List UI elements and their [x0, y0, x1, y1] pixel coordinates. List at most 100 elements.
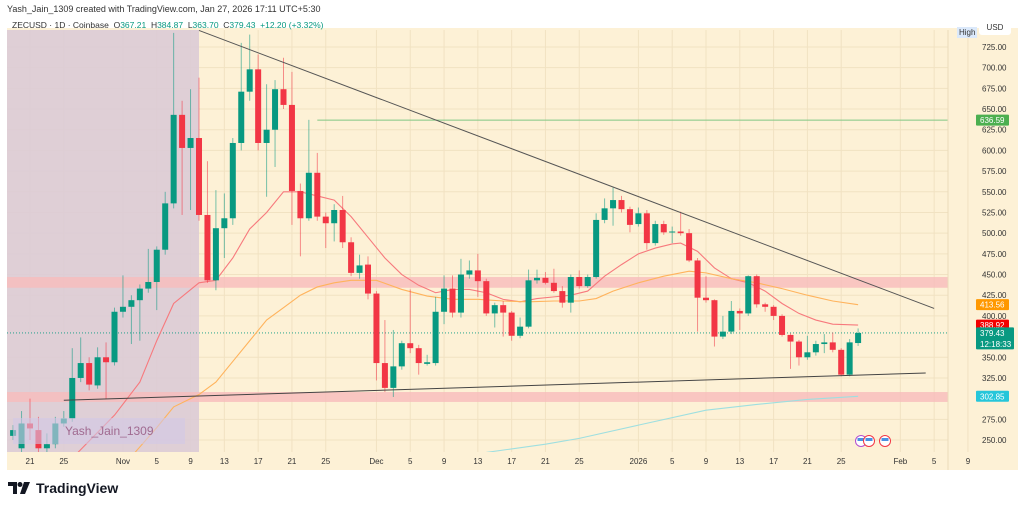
candle [153, 246, 160, 311]
brand-name: TradingView [36, 480, 119, 496]
candle-body [593, 219, 600, 278]
time-axis-label: 17 [254, 457, 263, 466]
price-label-badge [976, 299, 1009, 311]
candle [753, 274, 760, 308]
candle [770, 305, 777, 321]
candle-body [559, 291, 566, 303]
candle-body [162, 203, 169, 250]
price-axis-label: 450.00 [982, 271, 1007, 280]
time-axis-label: Nov [116, 457, 130, 466]
candle [272, 80, 279, 167]
candle-body [652, 224, 659, 244]
price-axis-label: 500.00 [982, 229, 1007, 238]
time-axis-label: Feb [893, 457, 907, 466]
candle [94, 347, 101, 389]
candle [314, 152, 321, 221]
candle-body [686, 233, 693, 261]
candle [305, 119, 312, 221]
time-axis-label: 13 [735, 457, 744, 466]
currency-button[interactable]: USD [979, 20, 1011, 35]
candle-body [111, 311, 118, 363]
candle-body [728, 310, 735, 332]
candle-body [753, 276, 760, 305]
candle-body [779, 315, 786, 335]
candle [635, 207, 642, 227]
time-axis-label: 17 [769, 457, 778, 466]
time-axis-label: 5 [932, 457, 937, 466]
low-value: 363.70 [192, 20, 219, 30]
candle-body [711, 300, 718, 337]
candle [407, 289, 414, 354]
candle [474, 253, 481, 297]
time-axis-label: 25 [837, 457, 846, 466]
candle-body [69, 377, 76, 419]
price-label-text: 413.56 [980, 301, 1005, 310]
flag-icon [865, 438, 873, 441]
candle-body [255, 69, 262, 143]
candle-body [795, 341, 802, 358]
price-axis-label: 475.00 [982, 250, 1007, 259]
candle-body [517, 326, 524, 336]
tradingview-logo[interactable]: TradingView [8, 480, 118, 496]
price-label-badge [976, 390, 1009, 402]
candle [618, 195, 625, 213]
candle-body [136, 288, 143, 301]
open-label: O [113, 20, 121, 30]
price-axis-label: 700.00 [982, 64, 1007, 73]
candle [584, 274, 591, 288]
candle [255, 54, 262, 151]
candle [238, 42, 245, 151]
price-axis-label: 350.00 [982, 353, 1007, 362]
candle-body [212, 228, 219, 281]
trendline [198, 29, 935, 309]
time-axis-label: 21 [541, 457, 550, 466]
candle [652, 220, 659, 246]
symbol-info: ZECUSD · 1D · Coinbase [12, 20, 109, 30]
price-axis-label: 275.00 [982, 415, 1007, 424]
candle-body [415, 348, 422, 364]
candle-body [128, 300, 135, 307]
candle [457, 258, 464, 318]
time-axis-label: 21 [287, 457, 296, 466]
time-axis-label: 2026 [630, 457, 648, 466]
candle-body [246, 69, 253, 92]
price-label-text: 388.92 [980, 321, 1005, 330]
candle [593, 213, 600, 279]
candle [534, 269, 540, 284]
candle [86, 357, 93, 391]
candle [162, 191, 169, 255]
candle [221, 193, 228, 258]
candle [821, 334, 828, 354]
candle [119, 275, 126, 318]
candle [626, 206, 633, 233]
candle [601, 198, 608, 224]
candle-body [170, 114, 177, 204]
candle-body [373, 293, 380, 364]
candle [779, 314, 786, 337]
candle-body [77, 363, 84, 378]
price-label-text: 379.43 [980, 329, 1005, 338]
candle [736, 308, 743, 330]
candle-body [584, 277, 591, 287]
price-axis-label: 325.00 [982, 374, 1007, 383]
candle-body [288, 104, 295, 191]
candle-body [745, 276, 752, 314]
price-axis-label: 425.00 [982, 291, 1007, 300]
price-chart[interactable]: 21 25 Nov 5 9 13 17 21 25 Dec 5 9 13 17 21 25 2026 5 9 13 17… [0, 0, 1024, 475]
candle-body [424, 362, 431, 364]
candle [677, 211, 684, 236]
trendline [63, 372, 926, 401]
candle-body [567, 277, 574, 303]
candle [204, 161, 211, 283]
candle [229, 138, 236, 225]
time-axis-label: Dec [369, 457, 383, 466]
time-axis-label: 13 [473, 457, 482, 466]
price-axis-label: 250.00 [982, 436, 1007, 445]
time-axis-label: 5 [155, 457, 160, 466]
candle [728, 301, 735, 335]
candle [525, 269, 532, 329]
candle-body [457, 274, 464, 313]
candle-body [626, 209, 633, 225]
candle [550, 268, 557, 293]
time-axis-label: 17 [507, 457, 516, 466]
